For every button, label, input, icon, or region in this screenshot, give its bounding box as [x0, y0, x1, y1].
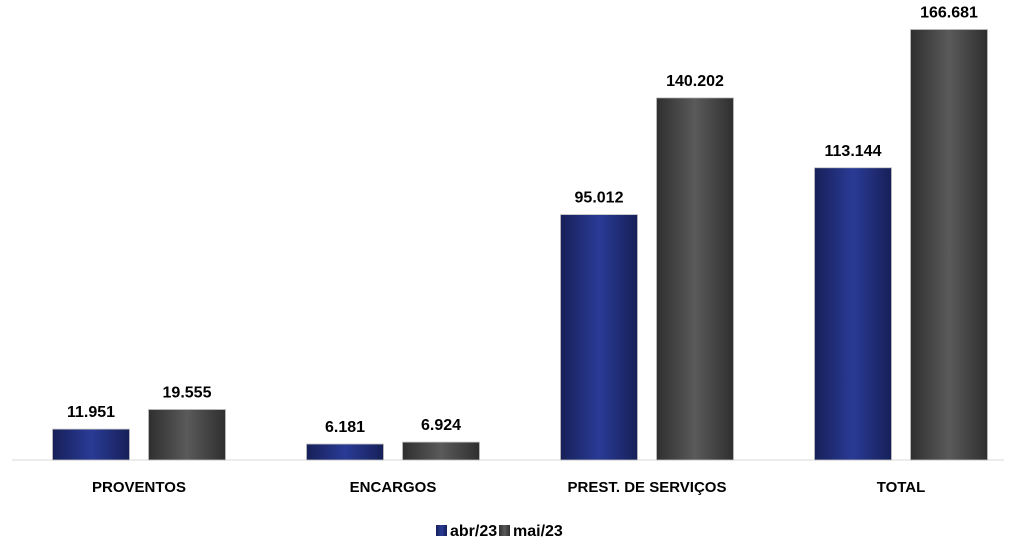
bar-abr-23-3 — [814, 167, 892, 461]
bar-abr-23-2 — [560, 214, 638, 461]
legend-label: mai/23 — [513, 523, 563, 540]
data-label: 6.181 — [325, 419, 365, 436]
data-label: 166.681 — [920, 4, 978, 21]
category-label: TOTAL — [877, 479, 926, 496]
category-labels-layer: PROVENTOS ENCARGOS PREST. DE SERVIÇOS TOTAL — [92, 479, 925, 496]
data-label: 19.555 — [163, 384, 212, 401]
bar-mai-23-1 — [402, 441, 480, 461]
bar-mai-23-2 — [656, 97, 734, 461]
data-label: 113.144 — [825, 143, 882, 160]
bar-abr-23-0 — [52, 428, 130, 461]
data-label: 140.202 — [666, 73, 724, 90]
data-label: 11.951 — [67, 404, 115, 421]
category-label: PREST. DE SERVIÇOS — [568, 479, 727, 496]
bar-mai-23-0 — [148, 409, 226, 461]
legend-swatch — [436, 525, 447, 536]
data-labels-layer: 11.951 19.555 6.181 6.924 95.012 140.202 113.1… — [67, 4, 978, 436]
category-label: ENCARGOS — [350, 479, 437, 496]
legend-swatch — [499, 525, 510, 536]
legend: abr/23 mai/23 — [436, 523, 563, 540]
bars-layer — [52, 29, 988, 461]
data-label: 95.012 — [575, 190, 624, 207]
bar-abr-23-1 — [306, 443, 384, 461]
bar-mai-23-3 — [910, 29, 988, 461]
legend-label: abr/23 — [450, 523, 497, 540]
data-label: 6.924 — [421, 417, 461, 434]
category-label: PROVENTOS — [92, 479, 186, 496]
